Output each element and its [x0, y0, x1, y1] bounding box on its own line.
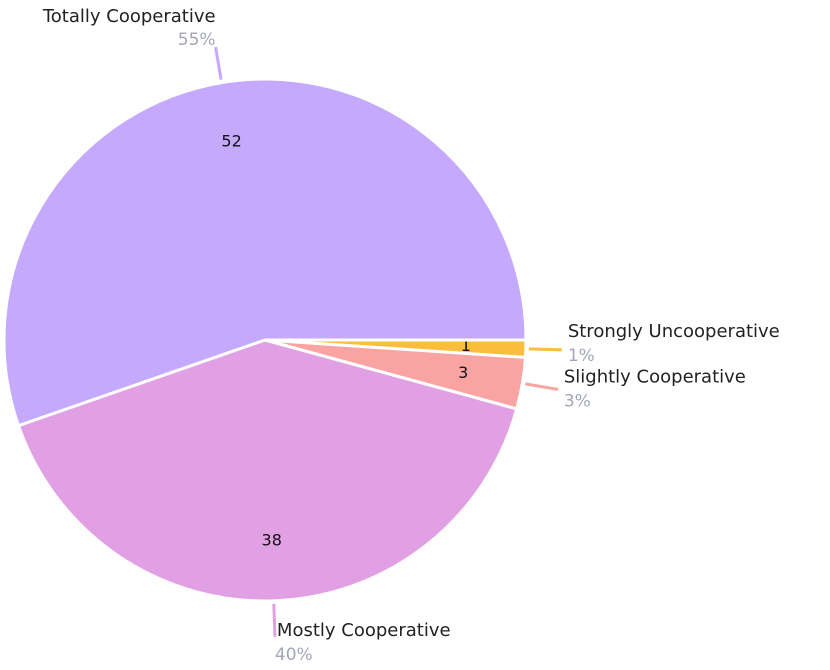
slice-value: 38: [262, 530, 282, 549]
slice-value: 3: [458, 363, 468, 382]
slice-label: Slightly Cooperative: [564, 366, 746, 387]
slice-percent: 55%: [178, 30, 216, 50]
slice-label: Strongly Uncooperative: [568, 321, 780, 342]
leader-line: [214, 46, 223, 80]
leader-line: [528, 347, 562, 352]
slice-label: Mostly Cooperative: [277, 620, 451, 641]
slice-value: 52: [221, 131, 241, 150]
slice-label: Totally Cooperative: [42, 6, 216, 27]
leader-line: [525, 382, 559, 391]
pie-slice: [2, 77, 528, 428]
slice-value: 1: [461, 336, 471, 355]
slice-percent: 3%: [564, 391, 591, 411]
pie-slice: [16, 338, 519, 603]
slice-percent: 1%: [568, 346, 595, 366]
slice-percent: 40%: [275, 645, 313, 665]
leader-line: [272, 603, 277, 637]
